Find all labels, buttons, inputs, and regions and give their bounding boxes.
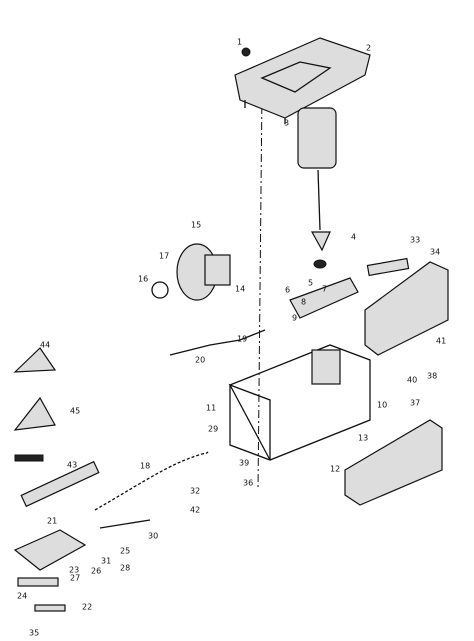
callout: 30: [148, 532, 158, 541]
hose: [94, 451, 209, 511]
callout: 44: [40, 341, 50, 350]
callout: 39: [239, 459, 249, 468]
center-line: [257, 89, 263, 491]
callout: 37: [410, 399, 420, 408]
chassis-side: [228, 383, 271, 461]
callout: 9: [292, 314, 297, 323]
callout: 22: [82, 603, 92, 612]
callout: 38: [427, 372, 437, 381]
callout: 16: [138, 275, 148, 284]
callout: 27: [70, 574, 80, 583]
callout: 28: [120, 564, 130, 573]
bracket-44: [13, 347, 57, 373]
callout: 32: [190, 487, 200, 496]
callout: 21: [47, 517, 57, 526]
filter: [366, 257, 410, 277]
callout: 1: [237, 38, 242, 47]
bulb: [310, 231, 331, 252]
callout: 19: [237, 335, 247, 344]
callout: 20: [195, 356, 205, 365]
fan: [151, 281, 169, 299]
bracket: [289, 277, 359, 319]
callout: 10: [377, 401, 387, 410]
callout: 6: [285, 286, 290, 295]
callout: 35: [29, 629, 39, 638]
callout: 33: [410, 236, 420, 245]
bracket-45: [13, 396, 56, 431]
heater-wire: [169, 329, 266, 356]
drawing: [13, 37, 449, 612]
callout: 42: [190, 506, 200, 515]
callout: 45: [70, 407, 80, 416]
socket: [313, 259, 327, 269]
callout: 3: [284, 119, 289, 128]
callout: 23: [69, 566, 79, 575]
wire: [317, 169, 321, 231]
callout: 5: [308, 279, 313, 288]
callout: 34: [430, 248, 440, 257]
callout: 41: [436, 337, 446, 346]
rod: [20, 460, 100, 508]
callout: 24: [17, 592, 27, 601]
callout: 29: [208, 425, 218, 434]
transformer: [311, 349, 341, 385]
capacitor: [297, 107, 337, 169]
callout: 8: [301, 298, 306, 307]
callout: 36: [243, 479, 253, 488]
heater-plate: [344, 419, 443, 506]
plate: [17, 577, 59, 587]
tray: [364, 261, 449, 356]
callout: 12: [330, 465, 340, 474]
callout: 4: [351, 233, 356, 242]
callout: 14: [235, 285, 245, 294]
callout: 13: [358, 434, 368, 443]
callout: 43: [67, 461, 77, 470]
callout: 17: [159, 252, 169, 261]
callout: 15: [191, 221, 201, 230]
clip: [34, 604, 66, 612]
callout: 18: [140, 462, 150, 471]
motor-shaft: [204, 254, 231, 286]
callout: 40: [407, 376, 417, 385]
callout: 7: [322, 285, 327, 294]
top-cover: [234, 37, 371, 119]
pin: [14, 454, 44, 462]
knob: [241, 47, 251, 57]
callout: 31: [101, 557, 111, 566]
tube: [99, 519, 151, 529]
callout: 26: [91, 567, 101, 576]
chassis: [229, 344, 371, 461]
base-bracket: [13, 529, 87, 571]
callout: 11: [206, 404, 216, 413]
callout: 2: [366, 44, 371, 53]
callout: 25: [120, 547, 130, 556]
cover-detail: [244, 61, 332, 124]
